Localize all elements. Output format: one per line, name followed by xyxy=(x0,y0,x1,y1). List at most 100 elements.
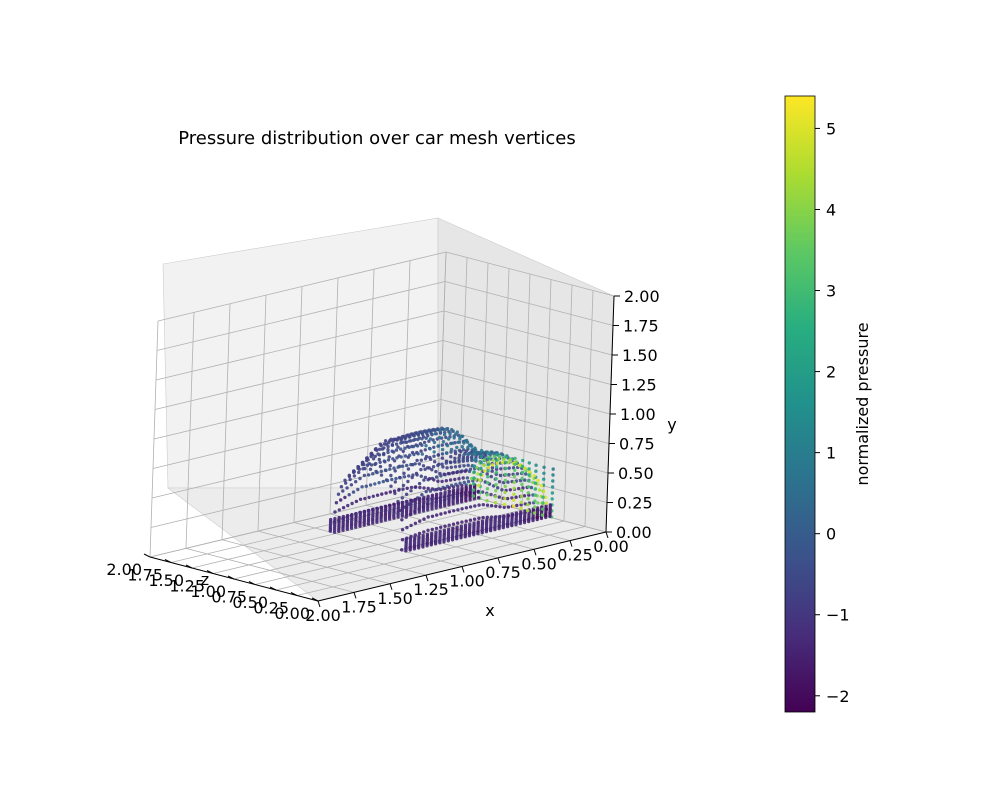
data-point xyxy=(414,498,417,501)
data-point xyxy=(427,515,430,518)
data-point xyxy=(541,496,544,499)
data-point xyxy=(399,476,402,479)
data-point xyxy=(513,475,516,478)
data-point xyxy=(443,525,446,528)
data-point xyxy=(433,441,436,444)
data-point xyxy=(404,436,407,439)
data-point xyxy=(503,491,506,494)
data-point xyxy=(380,506,383,509)
data-point xyxy=(527,473,530,476)
data-point xyxy=(412,439,415,442)
data-point xyxy=(367,473,370,476)
data-point xyxy=(524,472,527,475)
data-point xyxy=(439,530,442,533)
data-point xyxy=(376,494,379,497)
data-point xyxy=(511,513,514,516)
data-point xyxy=(429,458,432,461)
data-point xyxy=(379,465,382,468)
data-point xyxy=(447,528,450,531)
data-point xyxy=(386,445,389,448)
data-point xyxy=(426,495,429,498)
data-point xyxy=(473,453,476,456)
data-point xyxy=(490,515,493,518)
y-tick-label: 0.25 xyxy=(617,494,653,513)
data-point xyxy=(438,472,441,475)
data-point xyxy=(467,480,470,483)
data-point xyxy=(363,510,366,513)
data-point xyxy=(492,459,495,462)
data-point xyxy=(498,515,501,518)
data-point xyxy=(477,521,480,524)
data-point xyxy=(405,464,408,467)
data-point xyxy=(451,471,454,474)
data-point xyxy=(360,485,363,488)
x-tick-label: 1.75 xyxy=(341,597,377,616)
data-point xyxy=(485,528,488,531)
data-point xyxy=(417,433,420,436)
data-point xyxy=(420,475,423,478)
data-point xyxy=(382,452,385,455)
data-point xyxy=(386,479,389,482)
data-point xyxy=(417,535,420,538)
data-point xyxy=(479,467,482,470)
data-point xyxy=(414,533,417,536)
data-point xyxy=(526,503,529,506)
data-point xyxy=(421,452,424,455)
data-point xyxy=(374,462,377,465)
data-point xyxy=(451,527,454,530)
data-point xyxy=(449,461,452,464)
data-point xyxy=(487,451,490,454)
data-point xyxy=(333,510,336,513)
data-point xyxy=(444,428,447,431)
data-point xyxy=(479,452,482,455)
data-point xyxy=(391,457,394,460)
data-point xyxy=(450,428,453,431)
data-point xyxy=(422,517,425,520)
data-point xyxy=(389,490,392,493)
data-point xyxy=(523,494,526,497)
data-point xyxy=(410,486,413,489)
data-point xyxy=(422,530,425,533)
data-point xyxy=(363,474,366,477)
data-point xyxy=(528,461,531,464)
data-point xyxy=(396,445,399,448)
data-point xyxy=(456,488,459,491)
data-point xyxy=(412,445,415,448)
data-point xyxy=(438,539,441,542)
data-point xyxy=(520,495,523,498)
data-point xyxy=(466,446,469,449)
data-point xyxy=(416,444,419,447)
data-point xyxy=(400,518,403,521)
data-point xyxy=(454,452,457,455)
data-point xyxy=(407,467,410,470)
data-point xyxy=(494,501,497,504)
data-point xyxy=(447,472,450,475)
data-point xyxy=(369,483,372,486)
data-point xyxy=(499,474,502,477)
data-point xyxy=(513,463,516,466)
data-point xyxy=(542,490,545,493)
data-point xyxy=(468,532,471,535)
data-point xyxy=(374,448,377,451)
data-point xyxy=(377,481,380,484)
data-point xyxy=(527,491,530,494)
data-point xyxy=(503,503,506,506)
data-point xyxy=(348,493,351,496)
data-point xyxy=(435,513,438,516)
data-point xyxy=(461,445,464,448)
data-point xyxy=(401,465,404,468)
data-point xyxy=(441,448,444,451)
data-point xyxy=(358,477,361,480)
data-point xyxy=(343,496,346,499)
data-point xyxy=(414,485,417,488)
data-point xyxy=(440,480,443,483)
data-point xyxy=(365,485,368,488)
data-point xyxy=(430,541,433,544)
data-point xyxy=(396,438,399,441)
data-point xyxy=(441,465,444,468)
data-point xyxy=(466,459,469,462)
z-axis-label: z xyxy=(201,570,209,589)
data-point xyxy=(541,501,544,504)
data-point xyxy=(473,458,476,461)
